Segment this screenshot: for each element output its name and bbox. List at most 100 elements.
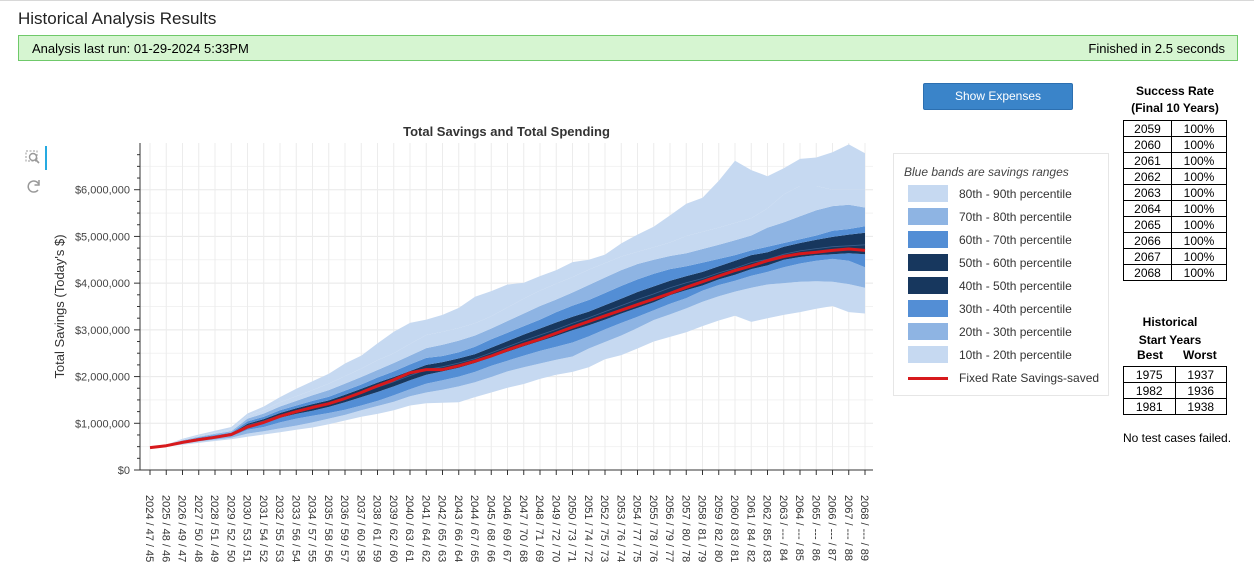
band-70th-80th: [150, 204, 865, 448]
rate-cell: 100%: [1171, 264, 1227, 281]
x-tick-label: 2032 / 55 / 53: [273, 495, 285, 562]
legend-label: 60th - 70th percentile: [959, 233, 1072, 247]
x-tick-label: 2063 / --- / 84: [777, 495, 789, 561]
rate-cell: 100%: [1171, 168, 1227, 185]
legend-swatch: [908, 231, 948, 248]
x-tick-label: 2068 / --- / 89: [858, 495, 870, 561]
x-tick-label: 2047 / 70 / 68: [517, 495, 529, 562]
x-tick-label: 2061 / 84 / 82: [744, 495, 756, 562]
year-cell: 2064: [1122, 200, 1173, 217]
chart-legend: Blue bands are savings ranges 80th - 90t…: [893, 153, 1109, 396]
historical-title-line1: Historical: [1142, 315, 1198, 329]
x-tick-label: 2053 / 76 / 74: [614, 495, 626, 562]
table-row: 2066 100%: [1122, 232, 1227, 249]
x-tick-label: 2024 / 47 / 45: [143, 495, 155, 562]
x-tick-label: 2062 / 85 / 83: [761, 495, 773, 562]
band-60th-70th: [150, 226, 865, 448]
band-10th-20th: [150, 281, 865, 448]
legend-item: 80th - 90th percentile: [904, 185, 1104, 203]
y-tick-label: $5,000,000: [75, 231, 130, 243]
year-cell: 2067: [1122, 248, 1173, 265]
legend-swatch: [908, 185, 948, 202]
y-tick-label: $3,000,000: [75, 325, 130, 337]
chart-title: Total Savings and Total Spending: [403, 124, 610, 139]
legend-item: 70th - 80th percentile: [904, 208, 1104, 226]
show-expenses-button[interactable]: Show Expenses: [923, 83, 1073, 110]
legend-label: 10th - 20th percentile: [959, 348, 1072, 362]
x-tick-label: 2033 / 56 / 54: [289, 495, 301, 562]
rate-cell: 100%: [1171, 120, 1227, 137]
best-header: Best: [1137, 348, 1164, 362]
legend-title: Blue bands are savings ranges: [904, 165, 1069, 179]
legend-line-swatch: [908, 377, 948, 380]
legend-label: 70th - 80th percentile: [959, 210, 1072, 224]
y-tick-label: $6,000,000: [75, 185, 130, 197]
x-tick-label: 2031 / 54 / 52: [257, 495, 269, 562]
x-tick-label: 2057 / 80 / 78: [679, 495, 691, 562]
x-tick-label: 2058 / 81 / 79: [696, 495, 708, 562]
x-tick-label: 2039 / 62 / 60: [387, 495, 399, 562]
success-rate-title-line2: (Final 10 Years): [1131, 101, 1219, 115]
year-cell: 2066: [1122, 232, 1173, 249]
rate-cell: 100%: [1171, 152, 1227, 169]
band-20th-30th: [150, 258, 865, 448]
legend-swatch: [908, 300, 948, 317]
top-divider: [0, 0, 1254, 1]
best-cell: 1975: [1123, 366, 1176, 383]
best-cell: 1981: [1123, 398, 1176, 415]
year-cell: 2061: [1122, 152, 1173, 169]
rate-cell: 100%: [1171, 200, 1227, 217]
x-tick-label: 2065 / --- / 86: [809, 495, 821, 561]
rate-cell: 100%: [1171, 184, 1227, 201]
year-cell: 2063: [1122, 184, 1173, 201]
success-rate-title-line1: Success Rate: [1135, 84, 1215, 98]
band-80th-90th: [150, 186, 865, 448]
legend-label: Fixed Rate Savings-saved: [959, 371, 1100, 385]
finished-text: Finished in 2.5 seconds: [1088, 41, 1225, 56]
y-tick-label: $0: [118, 465, 130, 477]
legend-label: 30th - 40th percentile: [959, 302, 1072, 316]
historical-title: Historical Start Years: [1116, 313, 1224, 349]
box-zoom-icon[interactable]: [24, 148, 44, 168]
x-tick-label: 2041 / 64 / 62: [419, 495, 431, 562]
x-tick-label: 2049 / 72 / 70: [549, 495, 561, 562]
x-tick-label: 2052 / 75 / 73: [598, 495, 610, 562]
year-cell: 2060: [1122, 136, 1173, 153]
legend-item: 50th - 60th percentile: [904, 254, 1104, 272]
y-tick-label: $4,000,000: [75, 278, 130, 290]
x-tick-label: 2037 / 60 / 58: [354, 495, 366, 562]
x-tick-label: 2056 / 79 / 77: [663, 495, 675, 562]
legend-label: 20th - 30th percentile: [959, 325, 1072, 339]
x-tick-label: 2028 / 51 / 49: [208, 495, 220, 562]
x-tick-label: 2040 / 63 / 61: [403, 495, 415, 562]
chart-toolbar: [24, 146, 48, 198]
x-tick-label: 2030 / 53 / 51: [241, 495, 253, 562]
x-tick-label: 2045 / 68 / 66: [484, 495, 496, 562]
table-row: 1982 1936: [1123, 382, 1227, 399]
success-rate-title: Success Rate (Final 10 Years): [1120, 83, 1230, 117]
legend-item: 10th - 20th percentile: [904, 346, 1104, 364]
table-row: 2068 100%: [1122, 264, 1227, 281]
rate-cell: 100%: [1171, 248, 1227, 265]
year-cell: 2059: [1122, 120, 1173, 137]
x-tick-label: 2034 / 57 / 55: [306, 495, 318, 562]
legend-label: 50th - 60th percentile: [959, 256, 1072, 270]
table-row: 2063 100%: [1122, 184, 1227, 201]
table-row: 2062 100%: [1122, 168, 1227, 185]
page-title: Historical Analysis Results: [18, 9, 217, 28]
legend-swatch: [908, 208, 948, 225]
x-tick-label: 2060 / 83 / 81: [728, 495, 740, 562]
table-row: 2064 100%: [1122, 200, 1227, 217]
reset-icon[interactable]: [24, 177, 44, 197]
x-tick-label: 2067 / --- / 88: [842, 495, 854, 561]
historical-title-line2: Start Years: [1138, 333, 1202, 347]
table-row: 2065 100%: [1122, 216, 1227, 233]
legend-item: 40th - 50th percentile: [904, 277, 1104, 295]
worst-cell: 1938: [1174, 398, 1227, 415]
legend-swatch: [908, 254, 948, 271]
x-tick-label: 2046 / 69 / 67: [501, 495, 513, 562]
worst-cell: 1936: [1174, 382, 1227, 399]
x-tick-label: 2027 / 50 / 48: [192, 495, 204, 562]
table-row: 2061 100%: [1122, 152, 1227, 169]
x-tick-label: 2064 / --- / 85: [793, 495, 805, 561]
